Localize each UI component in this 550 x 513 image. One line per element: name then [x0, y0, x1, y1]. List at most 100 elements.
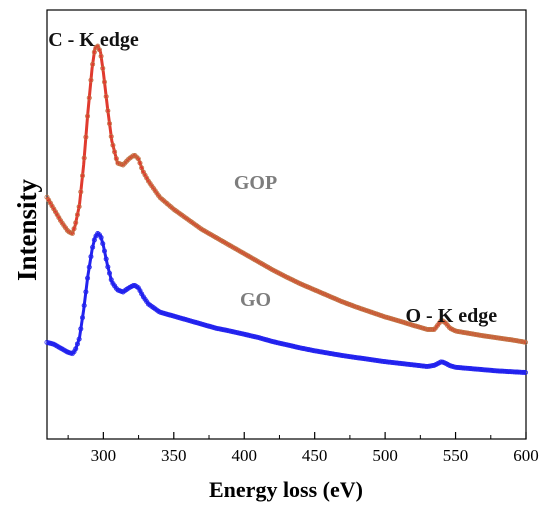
data-point-gop: [480, 333, 486, 339]
data-point-go: [467, 366, 473, 372]
data-point-gop: [78, 189, 84, 195]
data-point-gop: [90, 61, 96, 67]
data-point-go: [103, 256, 109, 262]
data-point-go: [473, 366, 479, 372]
data-point-go: [478, 367, 484, 373]
data-point-gop: [69, 231, 75, 237]
data-point-gop: [74, 212, 80, 218]
series-line-gop: [45, 44, 527, 344]
data-point-go: [406, 361, 412, 367]
data-point-gop: [489, 334, 495, 340]
data-point-go: [482, 367, 488, 373]
data-point-go: [130, 283, 136, 289]
data-point-go: [423, 363, 429, 369]
data-point-go: [73, 346, 79, 352]
data-point-gop: [107, 121, 113, 127]
data-point-go: [509, 369, 515, 375]
data-point-gop: [428, 326, 434, 332]
data-point-go: [500, 368, 506, 374]
data-point-go: [418, 363, 424, 369]
data-point-go: [385, 359, 391, 365]
data-point-gop: [139, 165, 145, 171]
data-point-go: [494, 368, 500, 374]
data-point-go: [487, 367, 493, 373]
data-point-gop: [504, 336, 510, 342]
data-point-gop: [91, 49, 97, 55]
x-tick-label: 600: [513, 446, 539, 465]
data-point-go: [340, 353, 346, 359]
data-point-go: [342, 353, 348, 359]
data-point-go: [362, 356, 368, 362]
data-point-go: [514, 369, 520, 375]
data-point-go: [519, 369, 525, 375]
data-point-gop: [86, 95, 92, 101]
data-point-go: [107, 270, 113, 276]
data-point-go: [470, 366, 476, 372]
data-point-gop: [500, 336, 506, 342]
data-point-gop: [80, 173, 86, 179]
data-point-go: [379, 358, 385, 364]
data-point-go: [350, 354, 356, 360]
data-point-gop: [492, 335, 498, 341]
data-point-go: [457, 365, 463, 371]
data-point-go: [364, 356, 370, 362]
data-point-go: [392, 360, 398, 366]
data-point-gop: [105, 108, 111, 114]
data-point-gop: [490, 334, 496, 340]
data-point-go: [74, 341, 80, 347]
data-point-gop: [83, 134, 89, 140]
data-point-go: [484, 367, 490, 373]
annotation-go: GO: [240, 289, 271, 311]
data-point-go: [465, 365, 471, 371]
data-point-go: [394, 360, 400, 366]
annotation-o-k-edge: O - K edge: [406, 305, 498, 327]
data-point-go: [462, 365, 468, 371]
data-point-go: [407, 362, 413, 368]
plot-frame: [46, 9, 527, 440]
data-point-go: [453, 364, 459, 370]
data-point-go: [492, 368, 498, 374]
data-point-go: [475, 366, 481, 372]
data-point-go: [490, 368, 496, 374]
data-point-go: [101, 248, 107, 254]
data-point-go: [357, 355, 363, 361]
data-point-go: [414, 362, 420, 368]
data-point-gop: [96, 47, 102, 53]
x-tick-label: 450: [302, 446, 328, 465]
data-point-go: [495, 368, 501, 374]
data-point-go: [419, 363, 425, 369]
annotation-c-k-edge: C - K edge: [48, 29, 139, 51]
data-point-gop: [522, 339, 528, 345]
series-line-go: [46, 232, 527, 375]
data-point-gop: [88, 77, 94, 83]
data-point-go: [409, 362, 415, 368]
data-point-gop: [81, 155, 87, 161]
data-point-go: [365, 356, 371, 362]
data-point-go: [391, 360, 397, 366]
x-tick-label: 500: [372, 446, 398, 465]
data-point-go: [511, 369, 517, 375]
data-point-go: [76, 336, 82, 342]
data-point-go: [377, 358, 383, 364]
data-point-go: [88, 254, 94, 260]
data-point-gop: [71, 226, 77, 232]
data-point-go: [345, 353, 351, 359]
data-point-go: [460, 365, 466, 371]
data-point-gop: [507, 337, 513, 343]
data-point-go: [506, 369, 512, 375]
data-point-go: [477, 366, 483, 372]
data-point-go: [516, 369, 522, 375]
data-point-go: [358, 355, 364, 361]
data-point-gop: [100, 65, 106, 71]
data-point-go: [353, 355, 359, 361]
data-point-gop: [484, 333, 490, 339]
x-axis-title: Energy loss (eV): [209, 477, 363, 502]
data-point-go: [83, 289, 89, 295]
y-axis-title: Intensity: [12, 178, 42, 281]
data-point-go: [367, 357, 373, 363]
data-point-go: [458, 365, 464, 371]
data-point-go: [499, 368, 505, 374]
x-tick-label: 550: [443, 446, 469, 465]
x-tick-label: 400: [231, 446, 257, 465]
